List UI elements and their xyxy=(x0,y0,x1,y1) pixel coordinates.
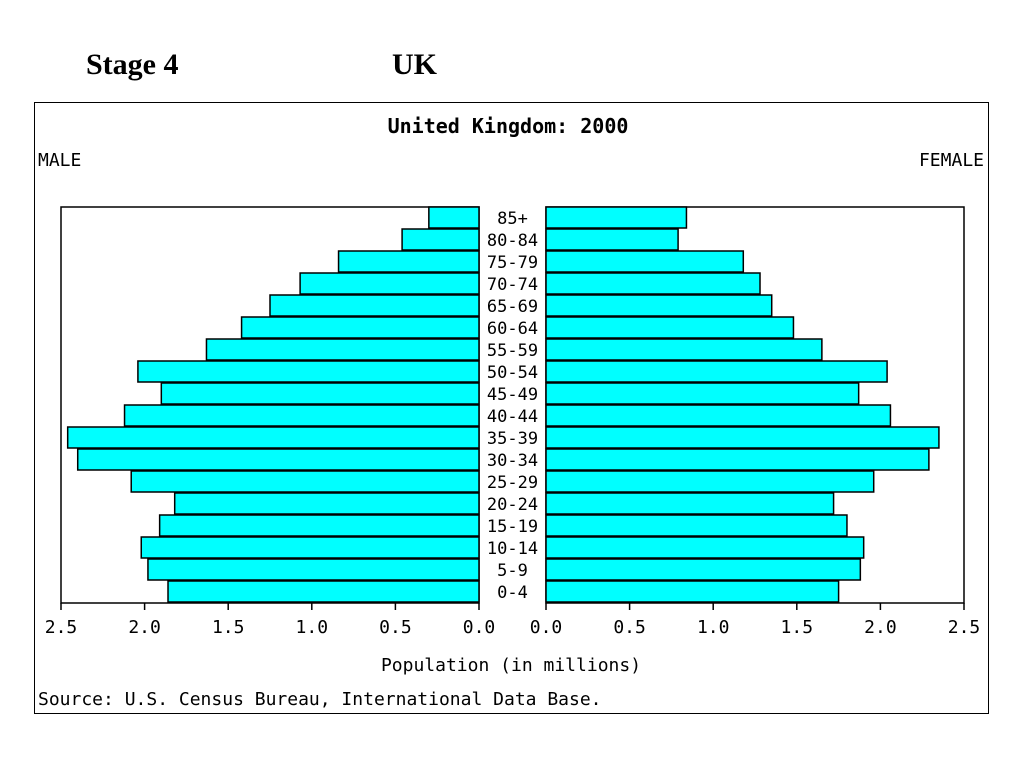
bar-female-5-9 xyxy=(545,558,862,581)
age-group-label-50-54: 50-54 xyxy=(487,363,538,383)
male-tick-label-0: 2.5 xyxy=(45,617,78,638)
age-group-label-40-44: 40-44 xyxy=(487,407,538,427)
bars-group xyxy=(66,206,940,603)
bar-male-75-79 xyxy=(337,250,480,273)
age-group-label-15-19: 15-19 xyxy=(487,517,538,537)
bar-female-25-29 xyxy=(545,470,875,493)
x-axis-ticks: 2.5 2.0 1.5 1.0 0.5 0.0 0.0 0.5 1.0 1.5 2.0 2.5 xyxy=(45,603,981,638)
bar-male-85+ xyxy=(428,206,480,229)
female-tick-label-4: 2.0 xyxy=(864,617,897,638)
bar-male-80-84 xyxy=(401,228,480,251)
male-tick-label-2: 1.5 xyxy=(212,617,245,638)
age-group-label-60-64: 60-64 xyxy=(487,319,538,339)
bar-female-45-49 xyxy=(545,382,860,405)
age-group-label-70-74: 70-74 xyxy=(487,275,538,295)
bar-female-85+ xyxy=(545,206,688,229)
female-tick-label-1: 0.5 xyxy=(613,617,646,638)
x-axis-label: Population (in millions) xyxy=(381,655,641,676)
bar-female-15-19 xyxy=(545,514,848,537)
age-group-label-80-84: 80-84 xyxy=(487,231,538,251)
male-tick-label-4: 0.5 xyxy=(379,617,412,638)
bar-female-0-4 xyxy=(545,580,840,603)
bar-male-40-44 xyxy=(123,404,480,427)
bar-male-50-54 xyxy=(137,360,480,383)
female-side-label: FEMALE xyxy=(919,150,984,171)
bar-male-30-34 xyxy=(76,448,480,471)
slide-header: Stage 4 UK xyxy=(0,48,1024,88)
bar-male-60-64 xyxy=(240,316,480,339)
age-group-label-10-14: 10-14 xyxy=(487,539,538,559)
age-group-label-85+: 85+ xyxy=(497,209,528,229)
bar-male-5-9 xyxy=(147,558,480,581)
bar-male-25-29 xyxy=(130,470,480,493)
male-side-label: MALE xyxy=(38,150,81,171)
age-group-label-20-24: 20-24 xyxy=(487,495,538,515)
male-tick-label-1: 2.0 xyxy=(128,617,161,638)
age-group-label-75-79: 75-79 xyxy=(487,253,538,273)
bar-male-10-14 xyxy=(140,536,480,559)
bar-female-80-84 xyxy=(545,228,679,251)
age-group-labels: 85+80-8475-7970-7465-6960-6455-5950-5445… xyxy=(487,209,538,603)
age-group-label-65-69: 65-69 xyxy=(487,297,538,317)
bar-male-55-59 xyxy=(205,338,480,361)
age-group-label-30-34: 30-34 xyxy=(487,451,538,471)
bar-female-75-79 xyxy=(545,250,745,273)
female-tick-label-5: 2.5 xyxy=(948,617,981,638)
bar-male-65-69 xyxy=(269,294,480,317)
bar-female-50-54 xyxy=(545,360,888,383)
bar-male-0-4 xyxy=(167,580,480,603)
bar-male-70-74 xyxy=(299,272,480,295)
age-group-label-45-49: 45-49 xyxy=(487,385,538,405)
population-pyramid-chart: United Kingdom: 2000 MALE FEMALE 85+80-8… xyxy=(38,114,984,710)
country-label: UK xyxy=(392,48,437,81)
male-tick-label-5: 0.0 xyxy=(463,617,496,638)
female-tick-label-3: 1.5 xyxy=(781,617,814,638)
bar-female-65-69 xyxy=(545,294,773,317)
bar-male-20-24 xyxy=(173,492,480,515)
source-note: Source: U.S. Census Bureau, Internationa… xyxy=(38,689,602,710)
age-group-label-0-4: 0-4 xyxy=(497,583,528,603)
female-tick-label-0: 0.0 xyxy=(530,617,563,638)
male-tick-label-3: 1.0 xyxy=(296,617,329,638)
age-group-label-5-9: 5-9 xyxy=(497,561,528,581)
bar-female-40-44 xyxy=(545,404,892,427)
bar-male-35-39 xyxy=(66,426,480,449)
age-group-label-25-29: 25-29 xyxy=(487,473,538,493)
bar-female-60-64 xyxy=(545,316,795,339)
population-pyramid-frame: United Kingdom: 2000 MALE FEMALE 85+ 80-8… xyxy=(34,102,989,714)
chart-title: United Kingdom: 2000 xyxy=(388,114,629,138)
female-tick-label-2: 1.0 xyxy=(697,617,730,638)
age-group-label-55-59: 55-59 xyxy=(487,341,538,361)
bar-male-45-49 xyxy=(160,382,480,405)
bar-female-30-34 xyxy=(545,448,930,471)
bar-female-10-14 xyxy=(545,536,865,559)
age-group-label-35-39: 35-39 xyxy=(487,429,538,449)
stage-label: Stage 4 xyxy=(86,48,179,81)
bar-female-20-24 xyxy=(545,492,835,515)
bar-female-35-39 xyxy=(545,426,940,449)
bar-female-70-74 xyxy=(545,272,761,295)
bar-female-55-59 xyxy=(545,338,823,361)
bar-male-15-19 xyxy=(158,514,480,537)
